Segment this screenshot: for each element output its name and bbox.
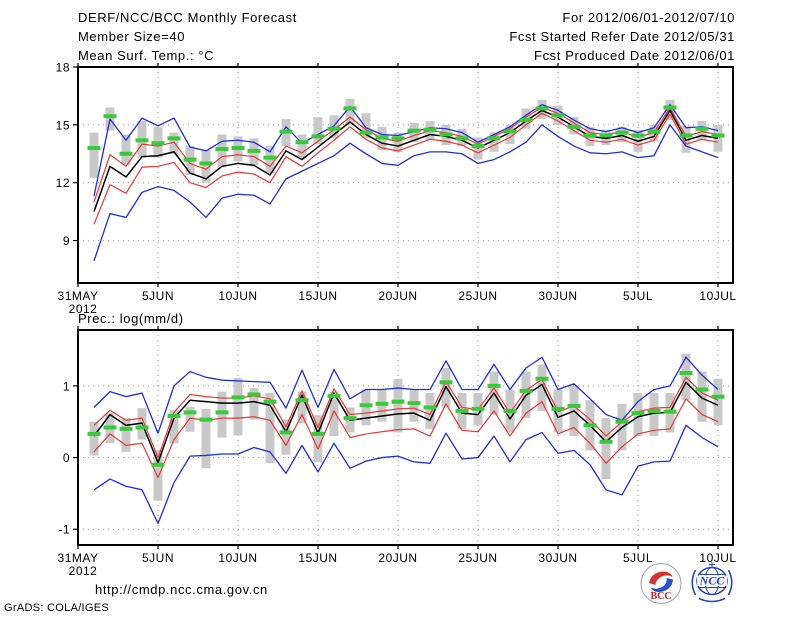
ncc-logo-label: NCC: [699, 574, 726, 588]
x-tick-label: 20JUN: [378, 551, 417, 565]
forecast-period-label: For 2012/06/01-2012/07/10: [562, 10, 735, 25]
x-tick-label: 25JUN: [458, 551, 497, 565]
x-tick-label: 20JUN: [378, 289, 417, 303]
x-tick-label: 30JUN: [538, 289, 577, 303]
x-tick-label: 15JUN: [298, 551, 337, 565]
x-tick-label: 5JUN: [142, 289, 174, 303]
y-tick-label: 18: [56, 61, 70, 75]
refer-date-label: Fcst Started Refer Date 2012/05/31: [509, 29, 735, 44]
x-tick-label: 10JUN: [218, 551, 257, 565]
bcc-red-swirl-icon: [649, 571, 673, 585]
y-tick-label: 9: [63, 234, 70, 248]
member-size-label: Member Size=40: [78, 29, 186, 44]
temperature-chart: 31MAY 5JUN 10JUN 15JUN 20JUN 25JUN 30JUN 5JUL 10…: [56, 61, 736, 317]
x-tick-label: 10JUL: [699, 551, 736, 565]
x-tick-label: 31MAY: [58, 551, 99, 565]
x-tick-label: 5JUL: [623, 289, 653, 303]
x-tick-label: 5JUL: [623, 551, 653, 565]
y-tick-label: 15: [56, 118, 70, 132]
ncc-logo: NCC: [686, 559, 738, 607]
x-axis-year-label: 2012: [69, 302, 98, 316]
y-tick-label: 1: [63, 379, 70, 393]
bcc-logo: BCC: [639, 562, 683, 606]
temperature-chart-title: Mean Surf. Temp.: °C: [78, 48, 215, 63]
x-tick-label: 5JUN: [142, 551, 174, 565]
produced-date-label: Fcst Produced Date 2012/06/01: [534, 48, 735, 63]
x-tick-label: 30JUN: [538, 551, 577, 565]
x-axis-year-label: 2012: [69, 564, 98, 578]
y-tick-label: -1: [58, 523, 70, 537]
x-tick-label: 31MAY: [58, 289, 99, 303]
x-tick-label: 10JUL: [699, 289, 736, 303]
x-tick-label: 25JUN: [458, 289, 497, 303]
page-title: DERF/NCC/BCC Monthly Forecast: [78, 10, 297, 25]
precipitation-chart-title: Prec.: log(mm/d): [78, 311, 184, 326]
y-tick-label: 12: [56, 176, 70, 190]
y-tick-label: 0: [63, 451, 70, 465]
precipitation-chart: 31MAY 5JUN 10JUN 15JUN 20JUN 25JUN 30JUN 5JUL 10…: [58, 326, 736, 578]
x-tick-label: 15JUN: [298, 289, 337, 303]
grads-credit: GrADS: COLA/IGES: [4, 602, 110, 614]
bcc-logo-label: BCC: [650, 591, 671, 602]
bcc-blue-swirl-icon: [650, 578, 673, 592]
x-tick-label: 10JUN: [218, 289, 257, 303]
cmdp-url: http://cmdp.ncc.cma.gov.cn: [95, 582, 268, 597]
